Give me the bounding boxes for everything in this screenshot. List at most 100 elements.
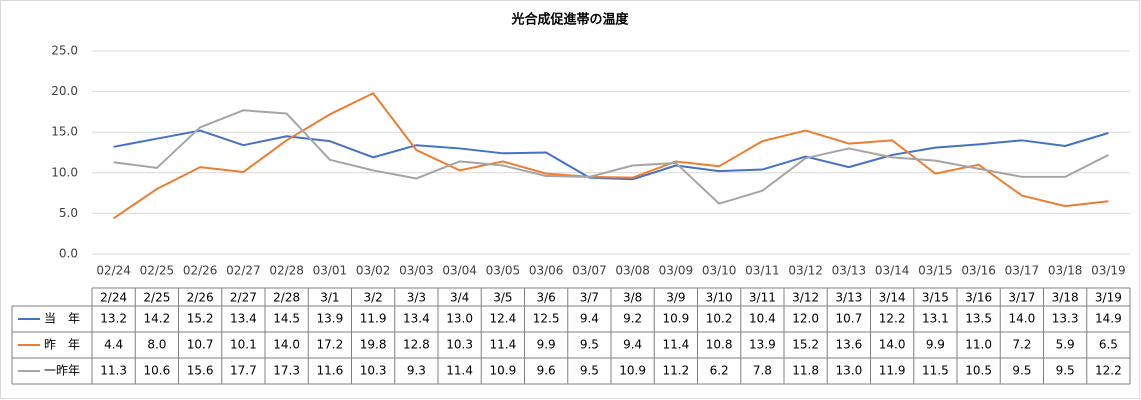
x-tick-label: 02/27	[226, 264, 261, 278]
table-header: 2/27	[230, 291, 257, 305]
x-tick-label: 03/19	[1091, 264, 1126, 278]
table-value: 11.5	[922, 364, 949, 378]
x-tick-label: 03/14	[875, 264, 910, 278]
table-value: 9.2	[623, 312, 642, 326]
table-header: 3/11	[749, 291, 776, 305]
table-value: 10.4	[749, 312, 776, 326]
table-value: 13.0	[836, 364, 863, 378]
table-value: 11.4	[490, 338, 517, 352]
table-value: 14.2	[144, 312, 171, 326]
table-value: 13.0	[446, 312, 473, 326]
table-value: 17.3	[273, 364, 300, 378]
table-header: 3/5	[493, 291, 512, 305]
table-value: 17.2	[317, 338, 344, 352]
table-value: 14.0	[273, 338, 300, 352]
table-value: 9.3	[407, 364, 426, 378]
table-header: 3/2	[363, 291, 382, 305]
table-value: 9.6	[537, 364, 556, 378]
series-line	[113, 109, 1109, 205]
table-value: 11.9	[879, 364, 906, 378]
x-tick-label: 03/05	[486, 264, 521, 278]
x-tick-label: 02/28	[269, 264, 304, 278]
x-tick-label: 03/16	[961, 264, 996, 278]
table-value: 10.6	[144, 364, 171, 378]
table-value: 10.5	[965, 364, 992, 378]
legend-label: 一昨年	[44, 364, 80, 378]
x-tick-label: 03/07	[572, 264, 607, 278]
table-header: 3/16	[965, 291, 992, 305]
table-value: 12.5	[533, 312, 560, 326]
y-tick-label: 25.0	[51, 44, 78, 58]
x-tick-label: 03/12	[788, 264, 823, 278]
table-header: 3/7	[580, 291, 599, 305]
table-value: 11.0	[965, 338, 992, 352]
table-value: 10.7	[836, 312, 863, 326]
table-value: 13.4	[230, 312, 257, 326]
table-header: 3/15	[922, 291, 949, 305]
table-header: 3/10	[706, 291, 733, 305]
table-header: 2/24	[100, 291, 127, 305]
y-tick-label: 15.0	[51, 125, 78, 139]
table-value: 7.8	[753, 364, 772, 378]
y-tick-label: 0.0	[59, 247, 78, 261]
table-header: 3/13	[835, 291, 862, 305]
y-tick-label: 10.0	[51, 165, 78, 179]
table-value: 9.5	[580, 338, 599, 352]
table-value: 13.5	[965, 312, 992, 326]
table-value: 10.3	[360, 364, 387, 378]
table-value: 15.6	[187, 364, 214, 378]
table-header: 3/1	[320, 291, 339, 305]
table-value: 9.9	[537, 338, 556, 352]
table-value: 14.0	[879, 338, 906, 352]
table-header: 3/12	[792, 291, 819, 305]
table-value: 11.4	[446, 364, 473, 378]
table-value: 9.4	[623, 338, 642, 352]
table-value: 13.9	[749, 338, 776, 352]
table-value: 17.7	[230, 364, 257, 378]
table-value: 10.2	[706, 312, 733, 326]
x-tick-label: 03/04	[442, 264, 477, 278]
y-tick-label: 5.0	[59, 206, 78, 220]
table-value: 9.9	[926, 338, 945, 352]
table-value: 13.4	[403, 312, 430, 326]
y-tick-label: 20.0	[51, 84, 78, 98]
table-value: 10.8	[706, 338, 733, 352]
table-value: 8.0	[147, 338, 166, 352]
table-header: 3/3	[407, 291, 426, 305]
table-header: 2/26	[187, 291, 214, 305]
x-tick-label: 03/06	[529, 264, 564, 278]
x-tick-label: 03/13	[832, 264, 867, 278]
table-value: 11.2	[663, 364, 690, 378]
table-value: 9.5	[1056, 364, 1075, 378]
table-value: 11.6	[317, 364, 344, 378]
table-value: 11.3	[100, 364, 127, 378]
table-value: 14.5	[273, 312, 300, 326]
table-value: 11.8	[792, 364, 819, 378]
x-tick-label: 03/11	[745, 264, 780, 278]
table-value: 13.2	[100, 312, 127, 326]
legend-label: 昨 年	[44, 338, 80, 352]
table-value: 7.2	[1012, 338, 1031, 352]
table-header: 3/14	[879, 291, 906, 305]
table-value: 12.2	[879, 312, 906, 326]
table-header: 2/28	[273, 291, 300, 305]
table-value: 14.9	[1095, 312, 1122, 326]
x-tick-label: 03/08	[615, 264, 650, 278]
table-value: 14.0	[1009, 312, 1036, 326]
table-header: 3/18	[1052, 291, 1079, 305]
table-value: 10.7	[187, 338, 214, 352]
table-value: 12.4	[490, 312, 517, 326]
table-value: 13.9	[317, 312, 344, 326]
table-value: 13.1	[922, 312, 949, 326]
x-tick-label: 02/25	[140, 264, 175, 278]
table-value: 10.1	[230, 338, 257, 352]
table-value: 9.5	[580, 364, 599, 378]
table-value: 15.2	[187, 312, 214, 326]
x-tick-label: 03/18	[1048, 264, 1083, 278]
table-value: 9.4	[580, 312, 599, 326]
x-tick-label: 03/10	[702, 264, 737, 278]
table-value: 10.9	[490, 364, 517, 378]
table-value: 19.8	[360, 338, 387, 352]
x-tick-label: 02/24	[96, 264, 131, 278]
